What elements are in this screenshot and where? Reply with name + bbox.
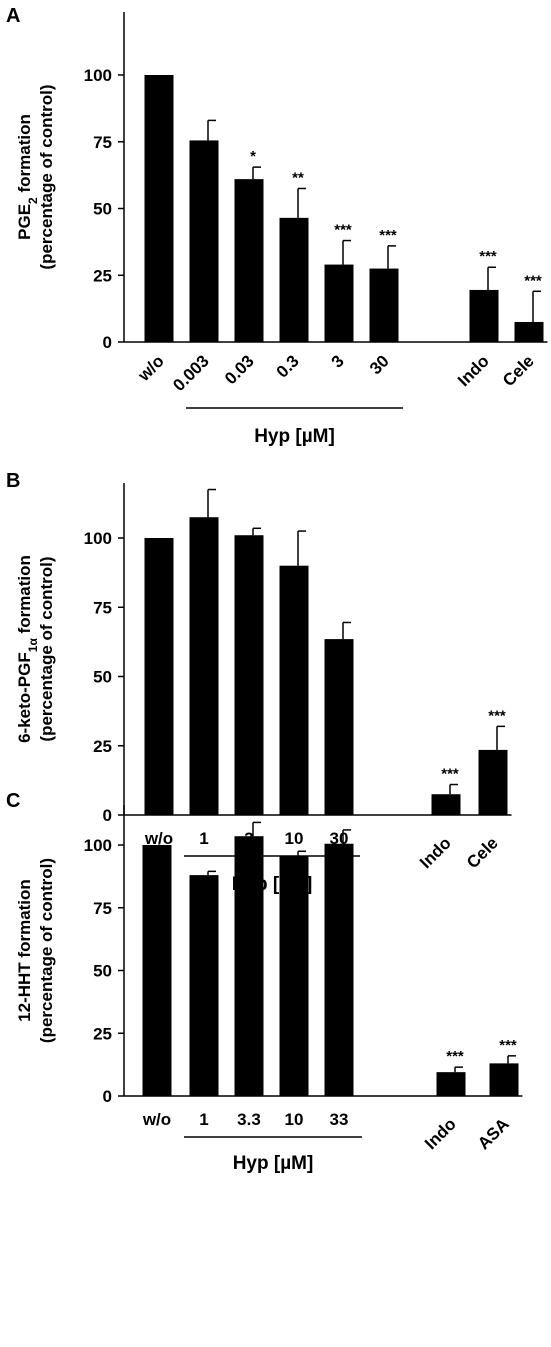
y-tick-label: 100 xyxy=(84,836,112,855)
category-label: Indo xyxy=(416,833,455,872)
significance-mark: *** xyxy=(334,222,352,239)
significance-mark: * xyxy=(250,148,256,165)
y-tick-label: 25 xyxy=(93,737,112,756)
bar-6 xyxy=(431,794,461,815)
group-label: Hyp [µM] xyxy=(254,426,335,447)
category-label: 1 xyxy=(199,829,208,848)
y-tick-label: 50 xyxy=(93,962,112,981)
panel-label: A xyxy=(6,5,20,27)
y-tick-label: 0 xyxy=(103,333,112,352)
y-tick-label: 25 xyxy=(93,1024,112,1043)
bar-3 xyxy=(234,535,264,815)
y-tick-label: 0 xyxy=(103,1087,112,1106)
y-axis-label-line2: (percentage of control) xyxy=(37,84,56,269)
bar-6 xyxy=(369,268,399,342)
y-tick-label: 75 xyxy=(93,899,112,918)
category-label: 10 xyxy=(285,829,304,848)
y-axis-label-line1: PGE2 formation xyxy=(15,114,40,240)
category-label: 30 xyxy=(366,351,393,378)
bar-4 xyxy=(279,856,309,1096)
y-tick-label: 75 xyxy=(93,598,112,617)
significance-mark: *** xyxy=(446,1048,464,1065)
bar-2 xyxy=(189,517,219,815)
bar-1 xyxy=(142,845,172,1096)
bar-1 xyxy=(144,75,174,342)
panel-label: C xyxy=(6,790,20,812)
category-label: 0.003 xyxy=(169,351,213,395)
y-axis-label-line2: (percentage of control) xyxy=(37,858,56,1043)
y-tick-label: 100 xyxy=(84,66,112,85)
y-tick-label: 50 xyxy=(93,668,112,687)
category-label: 1 xyxy=(199,1110,208,1129)
group-label: Hyp [µM] xyxy=(233,1153,314,1174)
category-label: Indo xyxy=(454,351,493,390)
bar-5 xyxy=(324,639,354,815)
bar-2 xyxy=(189,140,219,342)
y-tick-label: 100 xyxy=(84,529,112,548)
bar-3 xyxy=(234,836,264,1096)
category-label: 10 xyxy=(285,1110,304,1129)
category-label: ASA xyxy=(474,1114,513,1153)
bar-1 xyxy=(144,538,174,815)
category-label: 3.3 xyxy=(237,1110,261,1129)
category-label: 0.03 xyxy=(221,351,258,388)
y-axis-label-line1: 6-keto-PGF1α formation xyxy=(15,555,40,743)
bar-7 xyxy=(469,289,499,342)
significance-mark: *** xyxy=(441,766,459,783)
bar-4 xyxy=(279,565,309,815)
bar-6 xyxy=(436,1072,466,1096)
category-label: w/o xyxy=(134,351,168,385)
bar-3 xyxy=(234,179,264,342)
category-label: w/o xyxy=(142,1110,171,1129)
bar-7 xyxy=(478,749,508,815)
y-tick-label: 25 xyxy=(93,266,112,285)
category-label: 0.3 xyxy=(273,351,303,381)
significance-mark: *** xyxy=(524,272,542,289)
bar-2 xyxy=(189,875,219,1096)
bar-5 xyxy=(324,843,354,1096)
bar-5 xyxy=(324,264,354,342)
bar-8 xyxy=(514,321,544,342)
category-label: 33 xyxy=(330,1110,349,1129)
category-label: Indo xyxy=(421,1114,460,1153)
y-axis-label-line2: (percentage of control) xyxy=(37,556,56,741)
significance-mark: ** xyxy=(292,169,304,186)
panel-b: B 0 25 50 75 100 6-keto-PGF1α formation (percen… xyxy=(6,470,512,895)
bar-4 xyxy=(279,217,309,342)
y-tick-label: 75 xyxy=(93,133,112,152)
significance-mark: *** xyxy=(379,227,397,244)
panel-label: B xyxy=(6,470,20,492)
significance-mark: *** xyxy=(499,1037,517,1054)
panel-a: A 0 25 50 75 100 PGE2 formation (percentage of … xyxy=(6,5,548,447)
category-label: 3 xyxy=(328,351,348,371)
y-tick-label: 0 xyxy=(103,806,112,825)
category-label: w/o xyxy=(144,829,173,848)
category-label: Cele xyxy=(463,833,502,872)
significance-mark: *** xyxy=(488,707,506,724)
y-tick-label: 50 xyxy=(93,200,112,219)
category-label: Cele xyxy=(499,351,538,390)
bar-7 xyxy=(489,1063,519,1096)
significance-mark: *** xyxy=(479,248,497,265)
y-axis-label-line1: 12-HHT formation xyxy=(15,879,34,1022)
